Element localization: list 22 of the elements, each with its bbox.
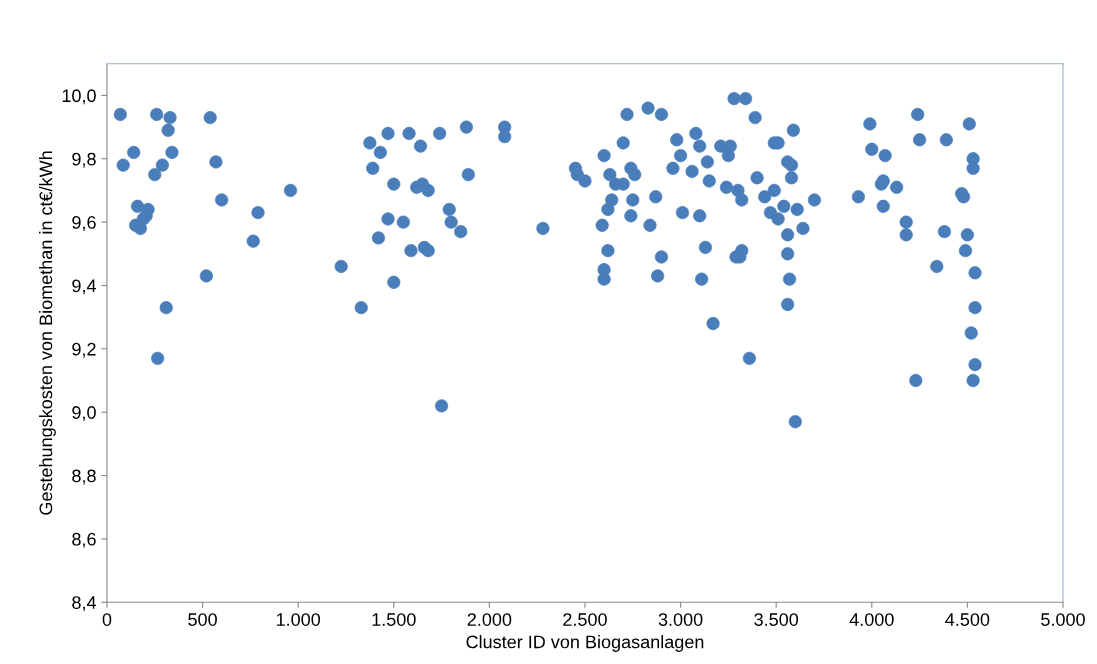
y-tick-label: 9,2 <box>72 342 96 358</box>
y-tick-label: 9,0 <box>72 406 96 422</box>
x-tick-label: 5.000 <box>1041 613 1085 626</box>
x-axis-title: Cluster ID von Biogasanlagen <box>466 635 704 652</box>
x-tick-label: 4.000 <box>849 613 894 626</box>
y-tick-label: 8,6 <box>72 532 96 548</box>
y-tick-label: 8,8 <box>72 469 96 485</box>
x-tick-label: 3.000 <box>658 613 703 626</box>
x-tick-label: 1.500 <box>372 613 416 626</box>
x-tick-label: 2.500 <box>563 613 607 626</box>
x-tick-label: 3.500 <box>754 613 799 626</box>
x-tick-label: 0 <box>102 613 112 626</box>
y-tick-label: 8,4 <box>72 596 97 612</box>
x-tick-label: 1.000 <box>276 613 321 626</box>
y-axis-title: Gestehungskosten von Biomethan in ct€/kWh <box>39 151 56 515</box>
y-tick-label: 9,8 <box>72 152 96 168</box>
x-tick-label: 2.000 <box>467 613 512 626</box>
x-tick-label: 4.500 <box>945 613 990 626</box>
x-tick-label: 500 <box>188 613 217 626</box>
y-tick-label: 10,0 <box>62 89 96 105</box>
y-tick-label: 9,6 <box>72 216 96 231</box>
y-tick-label: 9,4 <box>72 279 97 295</box>
